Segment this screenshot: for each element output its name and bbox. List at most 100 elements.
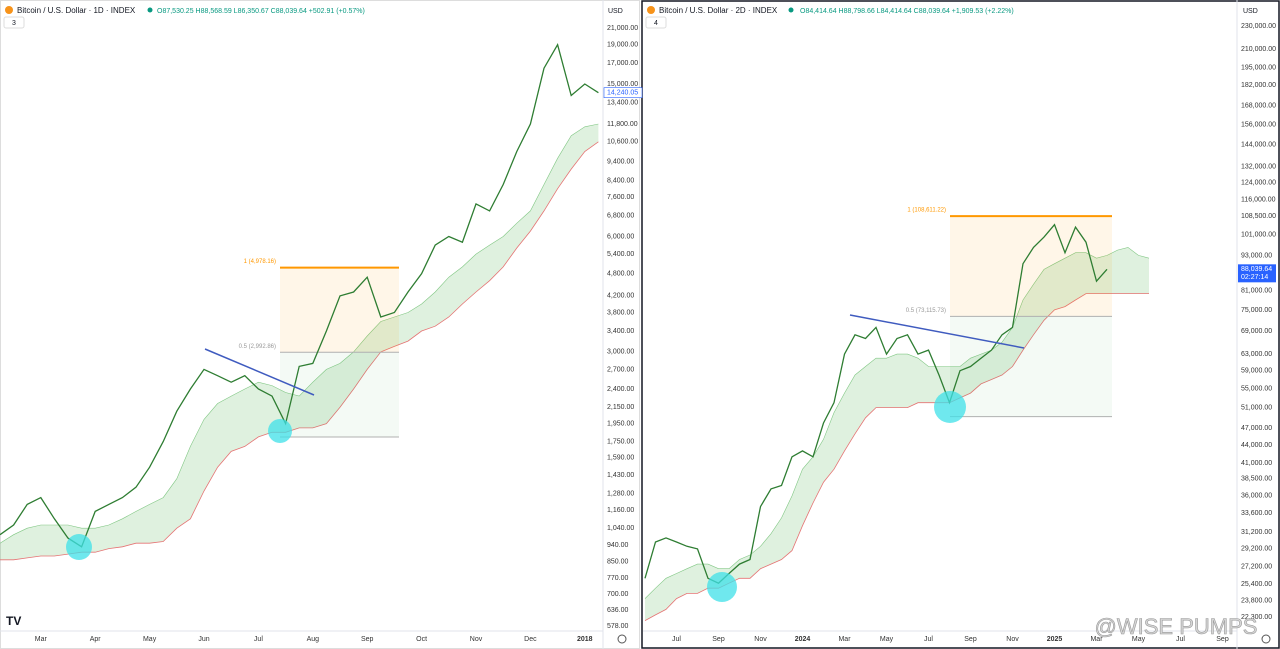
y-tick-label: 38,500.00 [1241,476,1272,483]
ohlc-values: O84,414.64 H88,798.66 L84,414.64 C88,039… [800,8,1014,15]
x-tick-label: Jun [198,636,209,643]
y-tick-label: 2,150.00 [607,404,634,411]
y-tick-label: 36,000.00 [1241,493,1272,500]
cloud-upper-line [0,123,599,544]
y-tick-label: 11,800.00 [607,121,638,128]
y-tick-label: 6,800.00 [607,213,634,220]
y-tick-label: 210,000.00 [1241,46,1276,53]
btc-icon [647,6,655,14]
highlight-circle [934,391,966,423]
x-tick-label: Apr [90,636,102,643]
indicator-count[interactable]: 4 [654,20,658,27]
y-tick-label: 1,040.00 [607,525,634,532]
y-tick-label: 55,000.00 [1241,385,1272,392]
last-price-box [1238,264,1276,283]
x-tick-label: Jul [1176,636,1185,643]
y-tick-label: 230,000.00 [1241,23,1276,30]
y-tick-label: 1,590.00 [607,454,634,461]
y-tick-label: 156,000.00 [1241,121,1276,128]
settings-icon[interactable] [617,634,627,644]
y-tick-label: 132,000.00 [1241,164,1276,171]
y-tick-label: 31,200.00 [1241,529,1272,536]
last-price-label: 88,039.64 [1241,266,1272,273]
fib-label: 1 (108,611.22) [907,208,946,214]
bar-countdown: 02:27:14 [1241,274,1268,281]
y-tick-label: 700.00 [607,591,629,598]
y-tick-label: 1,430.00 [607,472,634,479]
y-tick-label: 7,600.00 [607,194,634,201]
last-price-label: 14,240.05 [607,90,638,97]
indicator-count[interactable]: 3 [12,20,16,27]
y-tick-label: 636.00 [607,607,629,614]
currency[interactable]: USD [608,8,623,15]
y-tick-label: 81,000.00 [1241,287,1272,294]
y-tick-label: 4,200.00 [607,293,634,300]
y-tick-label: 29,200.00 [1241,546,1272,553]
y-tick-label: 21,000.00 [607,25,638,32]
highlight-circle [268,419,292,443]
y-tick-label: 3,800.00 [607,309,634,316]
currency[interactable]: USD [1243,8,1258,15]
y-tick-label: 41,000.00 [1241,460,1272,467]
y-tick-label: 59,000.00 [1241,368,1272,375]
x-tick-label: Nov [754,636,767,643]
x-tick-label: Jul [254,636,263,643]
status-dot [788,7,794,13]
indicator-toggle[interactable] [3,16,25,29]
x-tick-label: Nov [1006,636,1019,643]
y-tick-label: 3,000.00 [607,349,634,356]
y-tick-label: 22,300.00 [1241,614,1272,621]
fib-zone [950,216,1112,317]
y-tick-label: 168,000.00 [1241,102,1276,109]
y-tick-label: 1,160.00 [607,507,634,514]
x-tick-label: Mar [35,636,48,643]
y-tick-label: 5,400.00 [607,251,634,258]
y-tick-label: 2,400.00 [607,386,634,393]
ohlc-values: O87,530.25 H88,568.59 L86,350.67 C88,039… [157,8,365,15]
btc-icon [5,6,13,14]
symbol-title[interactable]: Bitcoin / U.S. Dollar · 1D · INDEX [17,6,136,15]
y-tick-label: 108,500.00 [1241,213,1276,220]
y-tick-label: 144,000.00 [1241,142,1276,149]
price-line [0,43,599,548]
ichimoku-cloud [645,247,1149,621]
y-tick-label: 13,400.00 [607,100,638,107]
y-tick-label: 770.00 [607,575,629,582]
y-tick-label: 101,000.00 [1241,231,1276,238]
y-tick-label: 1,280.00 [607,490,634,497]
trendline [849,314,1025,349]
tv-logo[interactable]: TV [6,614,21,628]
y-tick-label: 1,950.00 [607,420,634,427]
x-tick-label: Sep [712,636,725,643]
y-tick-label: 195,000.00 [1241,65,1276,72]
y-tick-label: 75,000.00 [1241,307,1272,314]
x-tick-label: Sep [964,636,977,643]
y-tick-label: 27,200.00 [1241,564,1272,571]
symbol-title[interactable]: Bitcoin / U.S. Dollar · 2D · INDEX [659,6,778,15]
fib-label: 0.5 (73,115.73) [906,308,946,314]
highlight-circle [707,572,737,602]
last-price-box [603,87,643,99]
y-tick-label: 578.00 [607,623,629,630]
y-tick-label: 940.00 [607,542,629,549]
y-tick-label: 850.00 [607,559,629,566]
chart-layer: 21,000.00 19,000.00 17,000.00 15,000.00 13,4… [0,23,1276,643]
x-tick-label: Sep [361,636,374,643]
y-tick-label: 4,800.00 [607,271,634,278]
y-tick-label: 17,000.00 [607,60,638,67]
x-tick-label: Sep [1216,636,1229,643]
indicator-toggle[interactable] [645,16,667,29]
y-tick-label: 19,000.00 [607,42,638,49]
cloud-lower-line [0,141,599,561]
status-dot [147,7,153,13]
x-tick-label: 2024 [795,636,811,643]
x-tick-label: Nov [470,636,483,643]
settings-icon[interactable] [1261,634,1271,644]
y-tick-label: 44,000.00 [1241,442,1272,449]
x-tick-label: Mar [1090,636,1103,643]
x-tick-label: May [880,636,894,643]
y-tick-label: 93,000.00 [1241,252,1272,259]
cloud-upper-line [644,247,1150,599]
highlight-circle [66,534,92,560]
